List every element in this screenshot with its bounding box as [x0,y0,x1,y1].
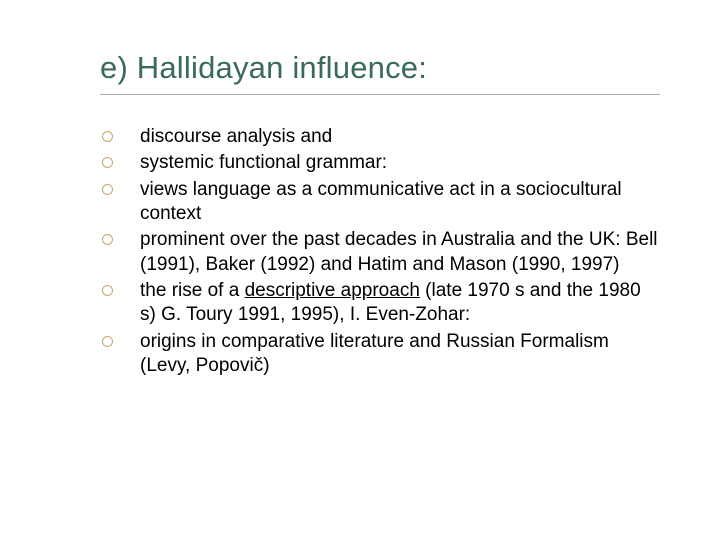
list-item: discourse analysis and [100,125,660,149]
slide: e) Hallidayan influence: discourse analy… [0,0,720,540]
bullet-text: origins in comparative literature and Ru… [140,331,609,376]
list-item: origins in comparative literature and Ru… [100,330,660,379]
bullet-text: discourse analysis and [140,126,332,147]
bullet-text: prominent over the past decades in Austr… [140,229,658,274]
list-item: prominent over the past decades in Austr… [100,228,660,277]
bullet-list: discourse analysis and systemic function… [100,125,660,378]
bullet-text: views language as a communicative act in… [140,179,622,224]
title-underline [100,94,660,95]
list-item: the rise of a descriptive approach (late… [100,279,660,328]
slide-title: e) Hallidayan influence: [100,50,660,94]
bullet-text: systemic functional grammar: [140,152,387,173]
bullet-text-prefix: the rise of a [140,280,245,301]
list-item: systemic functional grammar: [100,151,660,175]
list-item: views language as a communicative act in… [100,178,660,227]
bullet-text-underlined: descriptive approach [245,280,420,301]
